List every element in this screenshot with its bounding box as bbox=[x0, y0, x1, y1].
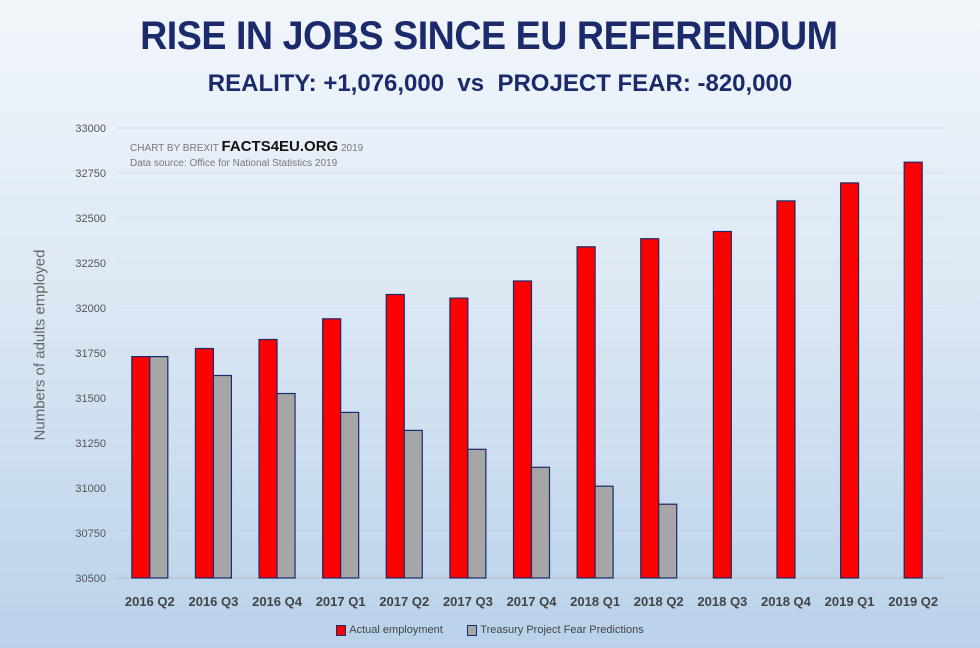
data-source: Data source: Office for National Statist… bbox=[130, 158, 338, 169]
legend-label: Actual employment bbox=[349, 624, 443, 636]
x-tick-label: 2017 Q4 bbox=[507, 594, 558, 609]
legend-label: Treasury Project Fear Predictions bbox=[480, 624, 644, 636]
x-tick-label: 2017 Q1 bbox=[316, 594, 366, 609]
bar-actual bbox=[903, 161, 923, 579]
bar-prediction bbox=[403, 429, 423, 579]
x-tick-label: 2018 Q2 bbox=[634, 594, 684, 609]
bar-actual bbox=[712, 230, 732, 579]
x-tick-label: 2018 Q1 bbox=[570, 594, 620, 609]
x-tick-label: 2016 Q3 bbox=[188, 594, 238, 609]
bar-actual bbox=[776, 200, 796, 579]
credit-year: 2019 bbox=[341, 143, 364, 154]
y-tick-label: 32500 bbox=[75, 213, 106, 225]
bar-prediction bbox=[658, 503, 678, 579]
x-tick-label: 2016 Q4 bbox=[252, 594, 303, 609]
bar-actual bbox=[322, 318, 342, 579]
chart-title: RISE IN JOBS SINCE EU REFERENDUM bbox=[140, 14, 838, 58]
y-tick-label: 30500 bbox=[75, 573, 106, 585]
y-tick-label: 32250 bbox=[75, 258, 106, 270]
bar-actual bbox=[258, 338, 278, 579]
x-tick-label: 2017 Q2 bbox=[379, 594, 429, 609]
x-tick-label: 2019 Q1 bbox=[825, 594, 875, 609]
bar-actual bbox=[131, 356, 151, 579]
bar-prediction bbox=[212, 374, 233, 579]
legend-swatch-red bbox=[336, 624, 347, 636]
bar-actual bbox=[194, 347, 215, 579]
bar-prediction bbox=[149, 356, 169, 579]
bar-actual bbox=[449, 297, 469, 579]
y-tick-label: 31750 bbox=[75, 348, 106, 360]
y-tick-label: 31250 bbox=[75, 438, 106, 450]
chart-subtitle: REALITY: +1,076,000 vs PROJECT FEAR: -82… bbox=[207, 70, 793, 97]
bar-prediction bbox=[340, 411, 360, 579]
bar-prediction bbox=[530, 466, 551, 579]
bar-actual bbox=[839, 182, 860, 579]
y-tick-label: 32000 bbox=[75, 303, 106, 315]
y-tick-label: 31500 bbox=[75, 393, 106, 405]
bar-actual bbox=[385, 293, 405, 579]
bar-prediction bbox=[467, 448, 487, 579]
y-tick-label: 32750 bbox=[75, 168, 106, 180]
credit-prefix: CHART BY BREXIT bbox=[130, 143, 219, 154]
legend-item-actual: Actual employment bbox=[336, 624, 443, 636]
bar-actual bbox=[640, 238, 660, 579]
bar-actual bbox=[576, 246, 596, 579]
y-tick-label: 31000 bbox=[75, 483, 106, 495]
legend-item-predictions: Treasury Project Fear Predictions bbox=[467, 624, 644, 636]
y-tick-label: 30750 bbox=[75, 528, 106, 540]
credit-brand: FACTS4EU.ORG bbox=[221, 138, 339, 155]
bar-prediction bbox=[276, 392, 296, 579]
bar-prediction bbox=[594, 485, 614, 579]
chart-credit: CHART BY BREXIT FACTS4EU.ORG 2019 bbox=[130, 138, 363, 155]
x-tick-label: 2016 Q2 bbox=[125, 594, 175, 609]
y-tick-label: 33000 bbox=[75, 123, 106, 135]
x-tick-label: 2018 Q4 bbox=[761, 594, 812, 609]
x-tick-label: 2018 Q3 bbox=[697, 594, 747, 609]
x-tick-label: 2017 Q3 bbox=[443, 594, 493, 609]
bar-actual bbox=[512, 280, 533, 579]
legend: Actual employment Treasury Project Fear … bbox=[0, 624, 980, 636]
x-tick-label: 2019 Q2 bbox=[888, 594, 938, 609]
legend-swatch-gray bbox=[467, 624, 478, 636]
